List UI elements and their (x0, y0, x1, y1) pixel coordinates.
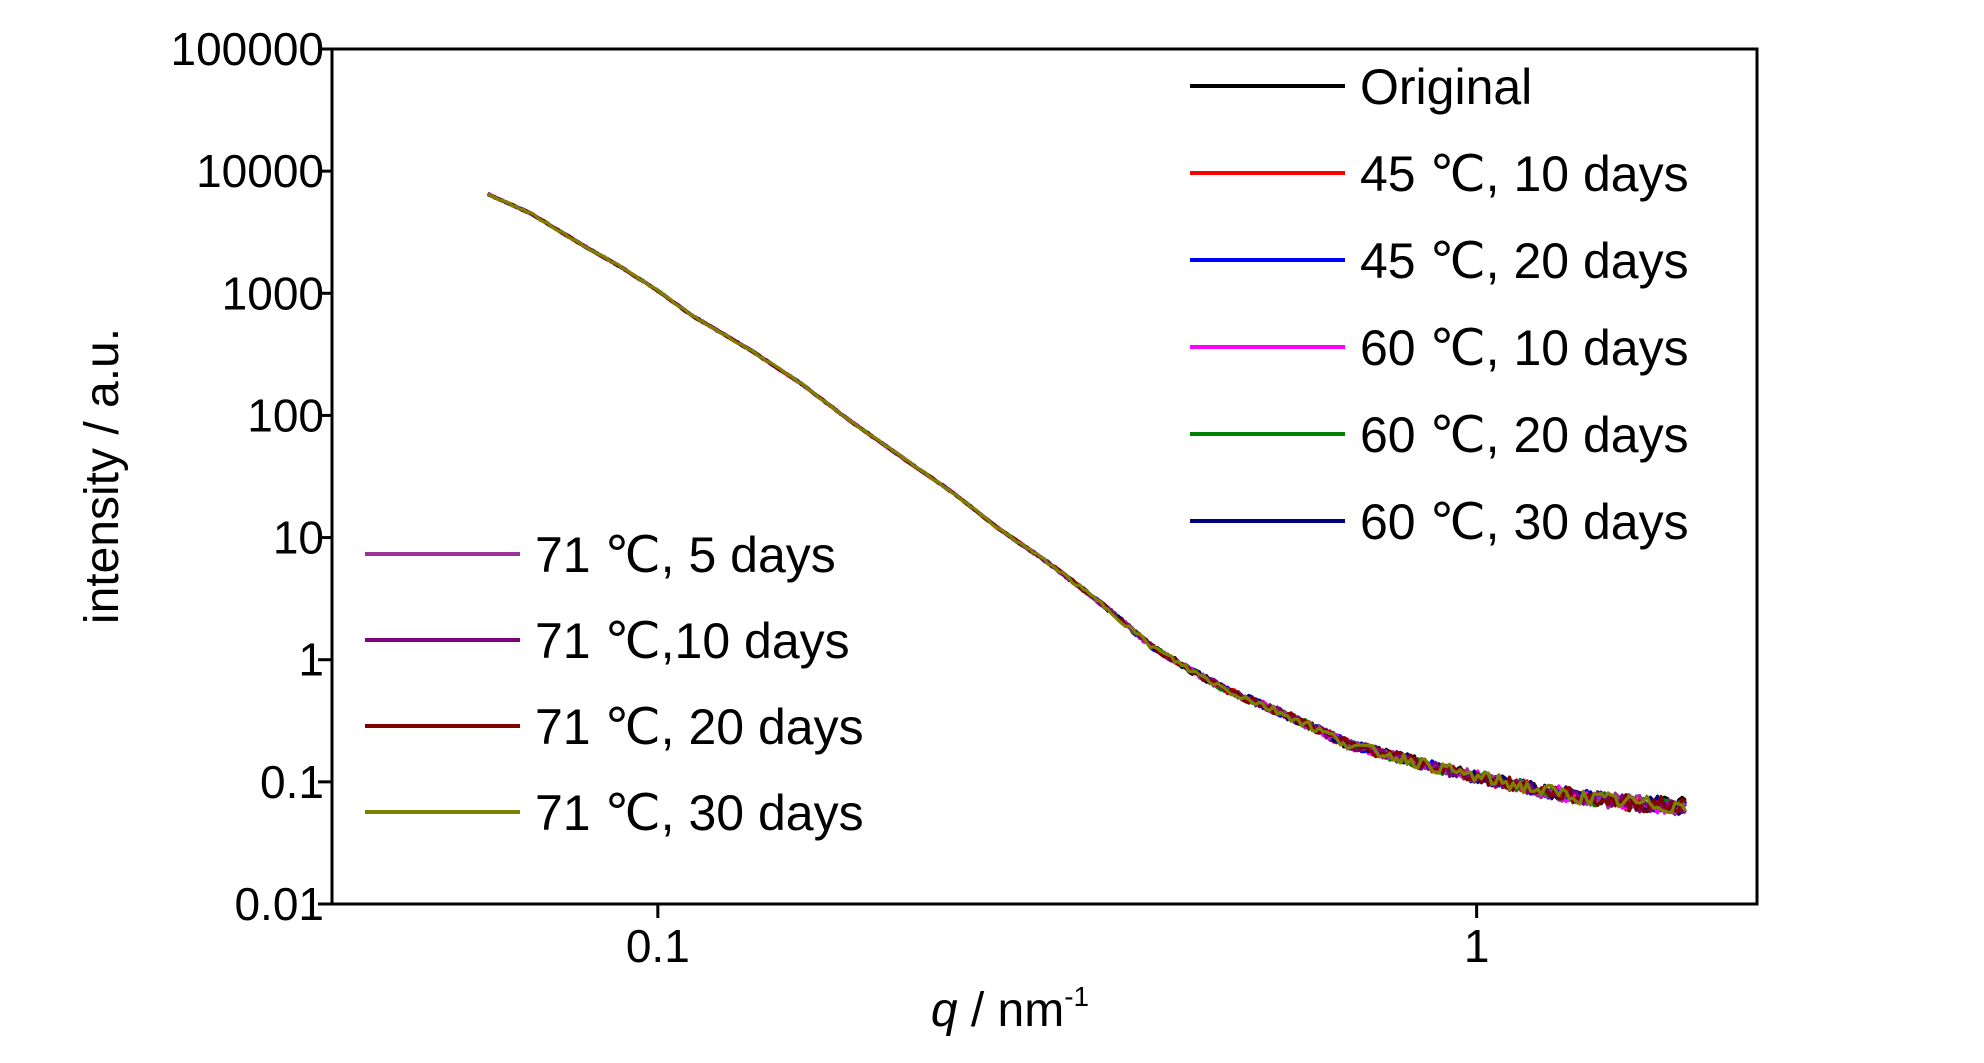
plot-frame (330, 47, 1759, 906)
x-axis-unit: / nm (958, 984, 1065, 1037)
axis-ticks (318, 47, 1479, 918)
y-tick-label: 0.1 (260, 756, 324, 808)
y-tick-label: 100000 (171, 23, 325, 75)
legend-label: 45 ℃, 20 days (1360, 233, 1689, 289)
y-tick-label: 100 (247, 389, 324, 441)
y-tick-label: 0.01 (234, 878, 324, 930)
y-tick-label: 1 (298, 634, 324, 686)
y-axis-title: intensity / a.u. (76, 328, 129, 624)
series-line (486, 192, 1687, 815)
legend-label: 71 ℃, 20 days (535, 699, 864, 755)
legend-label: 60 ℃, 30 days (1360, 494, 1689, 550)
legend-label: 60 ℃, 10 days (1360, 320, 1689, 376)
y-tick-label: 1000 (222, 267, 324, 319)
x-tick-label: 1 (1464, 920, 1490, 972)
x-axis-title: q / nm-1 (931, 981, 1089, 1037)
legend-label: 60 ℃, 20 days (1360, 407, 1689, 463)
tick-labels: 0.01 0.1 1 10 100 1000 10000 100000 0.1 1 (171, 23, 1490, 972)
legend-bottom-left: 71 ℃, 5 days 71 ℃,10 days 71 ℃, 20 days 71 … (365, 527, 864, 841)
legend-label: 71 ℃,10 days (535, 613, 850, 669)
series-curves (486, 191, 1688, 816)
legend-label: 45 ℃, 10 days (1360, 146, 1689, 202)
legend-label: Original (1360, 59, 1532, 115)
legend-top-right: Original 45 ℃, 10 days 45 ℃, 20 days 60 ℃, … (1190, 59, 1689, 550)
x-axis-symbol: q (931, 984, 958, 1037)
y-tick-label: 10000 (196, 145, 324, 197)
x-tick-label: 0.1 (626, 920, 690, 972)
legend-label: 71 ℃, 30 days (535, 785, 864, 841)
legend-label: 71 ℃, 5 days (535, 527, 836, 583)
x-axis-exponent: -1 (1064, 981, 1089, 1012)
y-tick-label: 10 (273, 512, 324, 564)
